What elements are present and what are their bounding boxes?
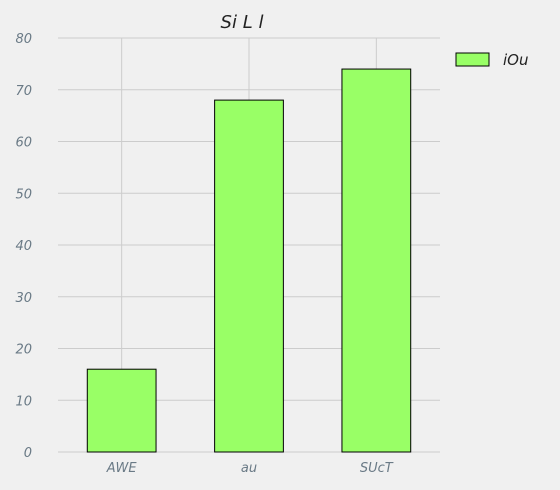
y-tick-label: 10 xyxy=(15,394,32,409)
y-tick-label: 20 xyxy=(15,343,32,358)
y-tick-label: 0 xyxy=(24,446,32,461)
y-tick-label: 30 xyxy=(15,291,32,306)
y-tick-label: 80 xyxy=(15,32,32,47)
bar xyxy=(214,99,284,453)
y-tick-label: 70 xyxy=(15,84,32,99)
x-axis-ticks: AWE au SUcT xyxy=(106,461,394,476)
chart-title: Si L l xyxy=(221,12,264,33)
y-tick-label: 40 xyxy=(15,239,32,254)
x-tick-label: AWE xyxy=(106,461,138,476)
legend: iOu xyxy=(455,51,528,69)
legend-swatch xyxy=(455,52,490,67)
bar xyxy=(86,368,157,453)
bar xyxy=(341,68,412,453)
bars xyxy=(86,68,412,453)
y-tick-label: 50 xyxy=(15,187,32,202)
x-tick-label: SUcT xyxy=(360,461,394,476)
y-axis-ticks: 0 10 20 30 40 50 60 70 80 xyxy=(15,32,32,461)
legend-label: iOu xyxy=(503,51,528,69)
x-tick-label: au xyxy=(241,461,257,476)
y-tick-label: 60 xyxy=(15,136,32,151)
